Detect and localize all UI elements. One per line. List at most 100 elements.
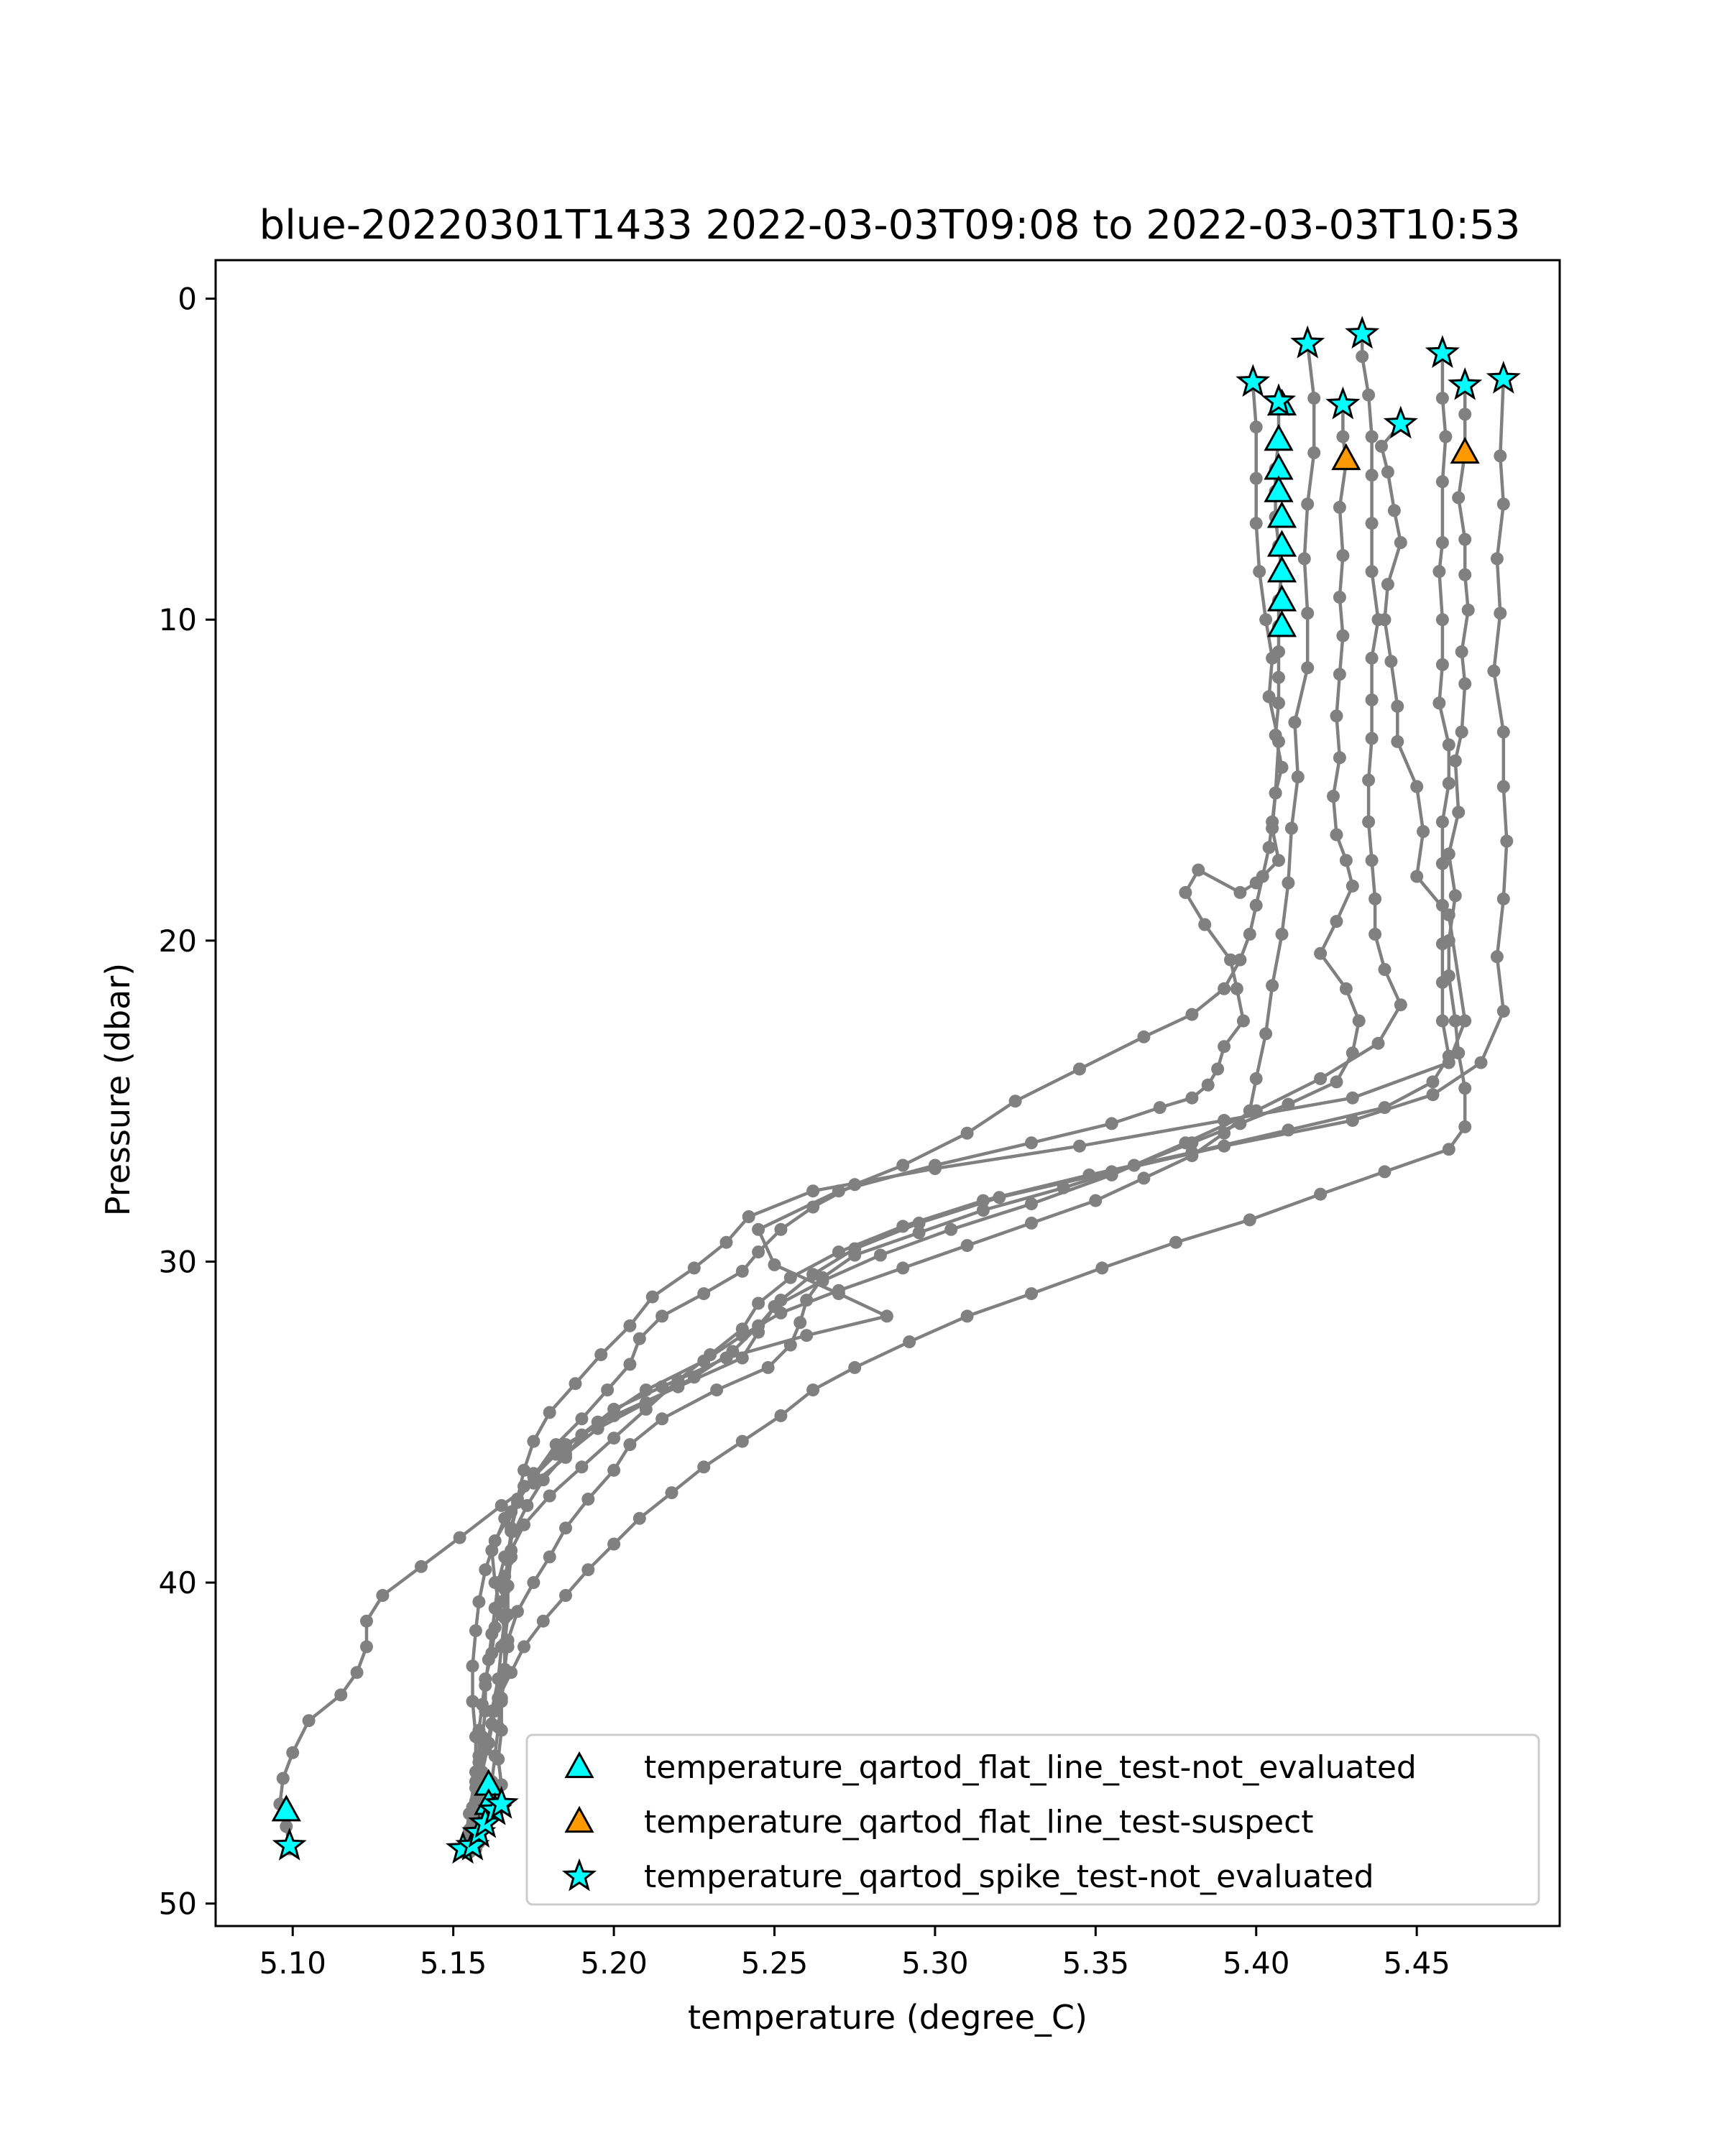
profile-point [453,1531,466,1544]
profile-point [1365,430,1379,443]
profile-point [501,1608,515,1621]
profile-point [1387,504,1401,517]
flat-line-not-evaluated-marker [1264,475,1294,502]
profile-point [350,1666,364,1680]
flat-line-not-evaluated-marker [1266,501,1297,528]
profile-point [1432,696,1446,710]
profile-point [1272,645,1285,658]
profile-point [492,1691,505,1705]
y-tick-label: 30 [159,1244,197,1279]
profile-point [1288,716,1302,729]
spike-not-evaluated-marker [1486,361,1521,394]
spike-not-evaluated-marker [1236,364,1271,397]
profile-point [1435,898,1449,912]
profile-point [505,1666,518,1680]
profile-point [1266,815,1279,829]
profile-point [1262,690,1276,704]
profile-point [1259,1027,1273,1041]
profile-point [507,1524,521,1538]
profile-point [527,1576,540,1590]
profile-point [1339,854,1353,867]
profile-point [1211,1062,1225,1076]
profile-point [1307,446,1321,459]
profile-point [665,1486,678,1500]
profile-point [1275,760,1289,774]
profile-point [1333,500,1346,514]
profile-point [1452,491,1466,505]
profile-point [482,1653,495,1667]
profile-point [993,1191,1006,1204]
profile-point [774,1294,788,1307]
profile-point [774,1409,788,1422]
profile-point [518,1640,530,1654]
profile-point [1362,388,1376,402]
x-tick-label: 5.45 [1383,1945,1450,1981]
profile-point [1336,548,1350,562]
profile-point [581,1493,595,1506]
profile-point [1474,1056,1488,1069]
x-tick-label: 5.25 [741,1945,809,1981]
profile-point [1496,725,1510,739]
profile-point [1333,668,1346,681]
profile-point [1435,1014,1449,1028]
profile-point [783,1271,797,1284]
profile-point [1458,1120,1472,1133]
profile-point [479,1679,492,1692]
profile-point [1137,1030,1151,1044]
profile-point [794,1316,807,1330]
profile-point [1230,982,1243,995]
profile-point [960,1309,974,1323]
legend-label: temperature_qartod_spike_test-not_evalua… [644,1858,1374,1895]
profile-point [549,1438,563,1452]
profile-point [1336,430,1350,443]
profile-point [903,1335,916,1349]
profile-point [632,1511,646,1525]
profile-point [639,1396,653,1409]
profile-point [800,1294,814,1307]
profile-point [575,1412,589,1426]
profile-point [498,1550,512,1564]
profile-point [1025,1136,1038,1150]
profile-point [280,1820,293,1833]
spike-not-evaluated-marker [1261,383,1297,416]
x-tick-label: 5.35 [1062,1945,1130,1981]
flat-line-suspect-marker [1450,436,1480,464]
profile-point [806,1383,820,1397]
profile-point [1417,825,1430,838]
profile-point [768,1258,781,1271]
profile-point [1368,892,1382,906]
profile-point [488,1601,502,1615]
profile-point [1452,806,1466,819]
spike-not-evaluated-markers [272,315,1521,1864]
profile-point [735,1351,749,1365]
profile-point [1336,629,1350,642]
profile-point [1073,1062,1086,1076]
profile-point [581,1563,595,1577]
profile-point [1426,1075,1440,1089]
profile-point [800,1329,814,1342]
profile-point [472,1595,486,1608]
profile-point [1179,1136,1192,1150]
spike-not-evaluated-marker [1448,367,1483,400]
profile-point [1496,1005,1510,1018]
profile-point [1327,789,1340,803]
profile-point [1487,664,1501,678]
profile-point [1105,1165,1118,1179]
profile-point [1249,420,1263,434]
profile-point [1275,927,1289,941]
profile-point [1500,834,1514,848]
profile-point [607,1463,621,1477]
profile-point [607,1537,621,1551]
profile-point [623,1358,637,1371]
profile-point [896,1158,910,1172]
profile-point [742,1210,755,1223]
profile-point [492,1576,505,1590]
profile-point [1137,1171,1151,1185]
spike-not-evaluated-marker [1425,335,1460,368]
profile-point [1378,1165,1392,1179]
profile-point [1266,979,1279,992]
x-tick-label: 5.40 [1223,1945,1290,1981]
flat-line-not-evaluated-marker [1266,610,1297,637]
profile-point [543,1489,556,1503]
